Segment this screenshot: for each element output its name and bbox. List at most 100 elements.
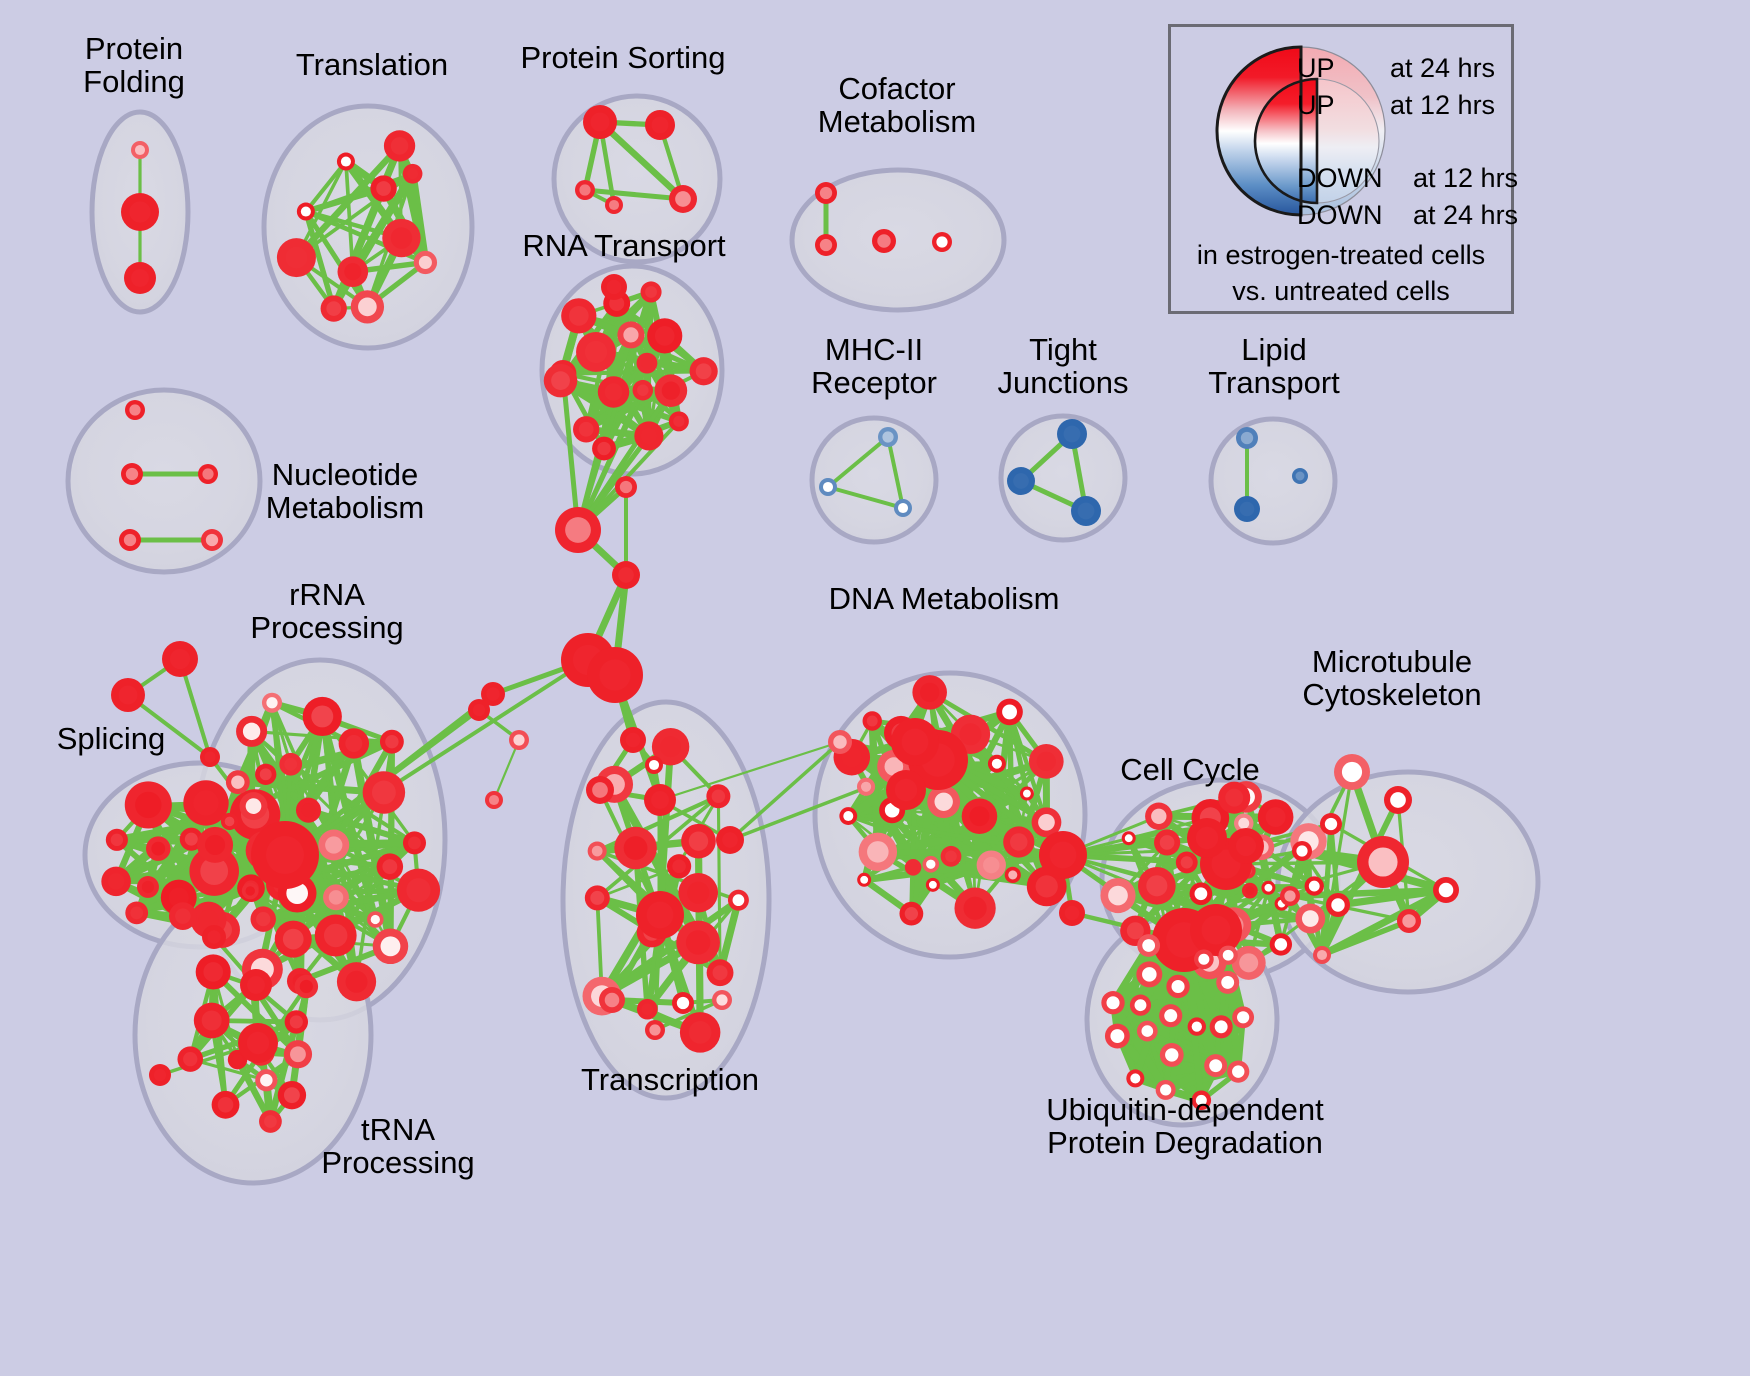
network-node[interactable]	[1129, 994, 1152, 1016]
network-node[interactable]	[283, 1040, 313, 1069]
network-node[interactable]	[1320, 813, 1342, 835]
network-node[interactable]	[1039, 831, 1087, 879]
network-node[interactable]	[1028, 744, 1064, 779]
network-node[interactable]	[200, 747, 220, 767]
network-node[interactable]	[396, 868, 441, 912]
network-node[interactable]	[1236, 427, 1258, 449]
network-node[interactable]	[561, 298, 597, 334]
network-node[interactable]	[1357, 836, 1409, 888]
network-node[interactable]	[402, 163, 423, 184]
network-node[interactable]	[183, 780, 229, 826]
network-node[interactable]	[1059, 900, 1085, 926]
network-node[interactable]	[296, 202, 315, 221]
network-node[interactable]	[239, 792, 268, 821]
network-node[interactable]	[1136, 1020, 1158, 1042]
network-node[interactable]	[294, 974, 319, 999]
network-node[interactable]	[314, 914, 357, 957]
network-node[interactable]	[119, 529, 141, 551]
network-node[interactable]	[274, 920, 312, 958]
network-node[interactable]	[996, 698, 1023, 726]
network-node[interactable]	[1292, 841, 1312, 861]
network-node[interactable]	[645, 1020, 665, 1040]
network-node[interactable]	[654, 374, 688, 407]
network-node[interactable]	[706, 784, 731, 809]
network-node[interactable]	[320, 295, 347, 322]
network-node[interactable]	[925, 877, 940, 892]
network-node[interactable]	[131, 141, 149, 159]
network-node[interactable]	[1304, 876, 1324, 896]
network-node[interactable]	[987, 754, 1006, 773]
network-node[interactable]	[362, 771, 406, 814]
network-node[interactable]	[1166, 974, 1190, 999]
network-node[interactable]	[1004, 866, 1021, 884]
network-node[interactable]	[1234, 496, 1260, 522]
network-node[interactable]	[197, 826, 234, 863]
network-node[interactable]	[878, 427, 898, 447]
network-node[interactable]	[617, 321, 645, 349]
network-node[interactable]	[1313, 946, 1331, 964]
network-node[interactable]	[689, 357, 718, 386]
network-node[interactable]	[678, 872, 718, 913]
network-node[interactable]	[1280, 886, 1300, 906]
network-node[interactable]	[1433, 877, 1459, 903]
network-node[interactable]	[1126, 1069, 1145, 1088]
network-node[interactable]	[615, 476, 637, 498]
network-node[interactable]	[318, 829, 350, 861]
network-node[interactable]	[815, 182, 837, 204]
network-node[interactable]	[168, 902, 197, 930]
network-node[interactable]	[976, 850, 1006, 880]
network-node[interactable]	[632, 379, 654, 401]
network-node[interactable]	[370, 175, 397, 202]
network-node[interactable]	[1145, 802, 1173, 830]
network-node[interactable]	[669, 185, 697, 213]
network-node[interactable]	[1121, 831, 1136, 846]
network-node[interactable]	[1228, 828, 1264, 864]
network-node[interactable]	[576, 332, 616, 372]
network-node[interactable]	[1031, 807, 1062, 838]
network-node[interactable]	[295, 797, 322, 823]
network-node[interactable]	[668, 411, 689, 432]
network-node[interactable]	[681, 823, 716, 859]
network-node[interactable]	[111, 678, 145, 712]
network-node[interactable]	[250, 906, 276, 932]
network-node[interactable]	[255, 1069, 278, 1092]
network-node[interactable]	[857, 872, 872, 887]
network-node[interactable]	[712, 990, 732, 1010]
network-node[interactable]	[727, 889, 749, 911]
network-node[interactable]	[372, 928, 409, 965]
network-node[interactable]	[636, 998, 658, 1020]
network-node[interactable]	[383, 130, 416, 162]
network-node[interactable]	[716, 826, 744, 854]
network-node[interactable]	[672, 992, 694, 1014]
network-node[interactable]	[1216, 970, 1240, 994]
network-node[interactable]	[277, 1080, 307, 1110]
network-node[interactable]	[255, 763, 277, 785]
network-node[interactable]	[485, 791, 503, 809]
network-node[interactable]	[940, 845, 962, 867]
network-node[interactable]	[468, 699, 490, 721]
network-node[interactable]	[1257, 799, 1294, 835]
network-node[interactable]	[644, 784, 676, 816]
network-node[interactable]	[125, 901, 149, 925]
network-node[interactable]	[886, 770, 926, 810]
network-node[interactable]	[899, 901, 924, 926]
network-node[interactable]	[543, 363, 578, 398]
network-node[interactable]	[634, 421, 664, 451]
network-node[interactable]	[679, 1012, 721, 1053]
network-node[interactable]	[573, 416, 600, 443]
network-node[interactable]	[1334, 754, 1370, 790]
network-node[interactable]	[413, 250, 438, 275]
network-node[interactable]	[856, 777, 876, 796]
network-node[interactable]	[932, 232, 952, 252]
network-node[interactable]	[647, 318, 683, 354]
network-node[interactable]	[279, 752, 303, 776]
network-node[interactable]	[1187, 818, 1227, 858]
network-node[interactable]	[402, 831, 427, 855]
network-node[interactable]	[1057, 419, 1087, 449]
network-node[interactable]	[136, 876, 159, 898]
network-node[interactable]	[894, 499, 912, 517]
network-node[interactable]	[636, 891, 684, 939]
network-node[interactable]	[666, 854, 692, 879]
network-node[interactable]	[891, 718, 939, 766]
network-node[interactable]	[1384, 786, 1412, 814]
